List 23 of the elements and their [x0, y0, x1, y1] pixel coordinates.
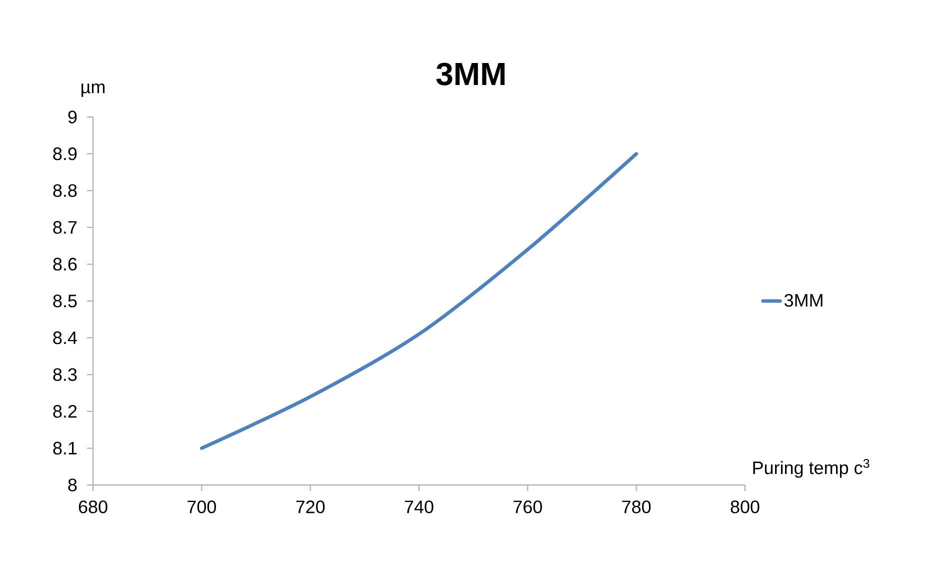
y-axis-title: µm [82, 83, 105, 97]
y-tick-label: 8.7 [53, 221, 77, 234]
y-tick-label: 8.4 [53, 331, 77, 344]
x-tick-label: 780 [622, 500, 651, 514]
legend-label: 3MM [784, 294, 822, 307]
y-tick-label: 8 [68, 478, 77, 492]
y-tick-label: 8.6 [53, 258, 77, 271]
chart-title: 3MM [436, 62, 505, 86]
y-tick-label: 8.3 [53, 368, 77, 381]
x-tick-label: 760 [514, 500, 542, 514]
y-tick-label: 8.8 [53, 184, 77, 197]
x-tick-label: 720 [296, 500, 325, 514]
y-tick-label: 8.5 [53, 294, 77, 308]
x-tick-label: 700 [188, 500, 216, 514]
y-tick-label: 8.2 [53, 405, 77, 418]
y-tick-label: 9 [68, 110, 77, 124]
y-tick-label: 8.9 [53, 147, 77, 160]
x-tick-label: 740 [404, 500, 434, 514]
x-axis-title: Puring temp c$^{3}$ [753, 458, 870, 478]
line-series [200, 152, 638, 450]
y-tick-label: 8.1 [53, 442, 77, 455]
x-tick-label: 800 [730, 500, 760, 514]
x-tick-label: 680 [78, 500, 108, 514]
